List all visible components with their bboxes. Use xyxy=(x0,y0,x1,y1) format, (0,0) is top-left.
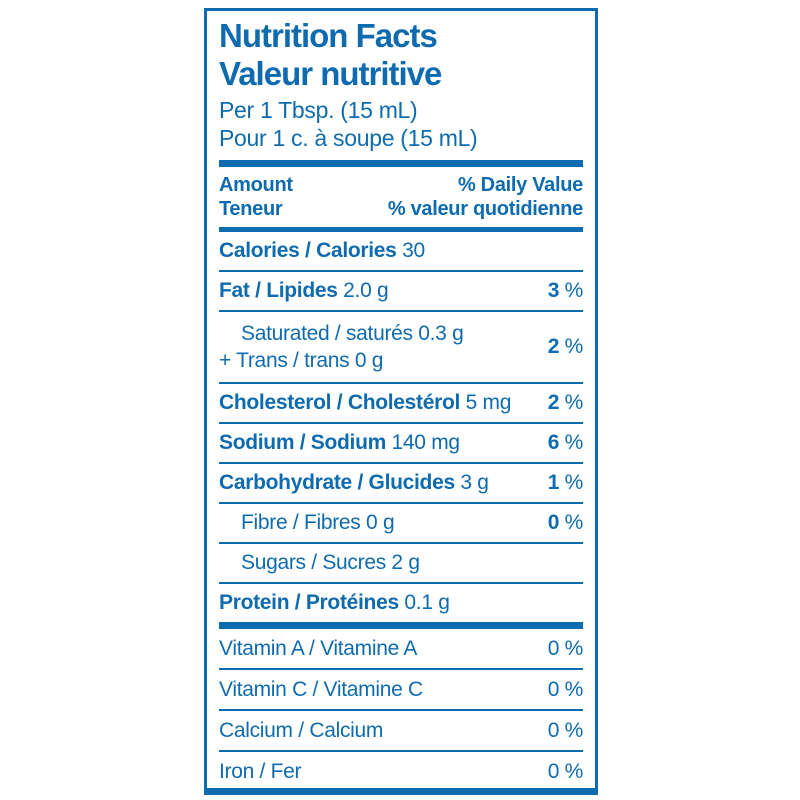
table-header: Amount Teneur % Daily Value % valeur quo… xyxy=(219,167,583,227)
protein-name: Protein / Protéines xyxy=(219,591,399,614)
vitamin-a-daily-value: 0 % xyxy=(547,636,584,660)
row-cholesterol: Cholesterol / Cholestérol 5 mg 2 % xyxy=(219,382,583,422)
calcium-daily-value: 0 % xyxy=(547,718,584,742)
separator-bar-thick-top xyxy=(219,160,583,167)
trans-line: + Trans / trans 0 g xyxy=(219,349,384,372)
title-french: Valeur nutritive xyxy=(219,55,442,92)
row-calcium: Calcium / Calcium 0 % xyxy=(219,709,583,750)
carbohydrate-label: Carbohydrate / Glucides 3 g xyxy=(219,471,489,495)
vitamin-c-daily-value: 0 % xyxy=(547,677,584,701)
fibre-daily-value: 0 % xyxy=(547,511,584,534)
vitamin-c-label: Vitamin C / Vitamine C xyxy=(219,677,423,701)
row-vitamin-a: Vitamin A / Vitamine A 0 % xyxy=(219,629,583,668)
iron-daily-value: 0 % xyxy=(547,759,584,783)
row-carbohydrate: Carbohydrate / Glucides 3 g 1 % xyxy=(219,462,583,502)
protein-value: 0.1 g xyxy=(404,591,450,614)
serving-size-french: Pour 1 c. à soupe (15 mL) xyxy=(219,125,478,151)
fat-label: Fat / Lipides 2.0 g xyxy=(219,279,389,303)
saturated-line: Saturated / saturés 0.3 g xyxy=(241,322,464,345)
cholesterol-daily-value: 2 % xyxy=(547,391,584,414)
calories-value: 30 xyxy=(402,239,425,262)
nutrition-facts-label: Nutrition Facts Valeur nutritive Per 1 T… xyxy=(204,8,598,795)
sugars-label: Sugars / Sucres 2 g xyxy=(241,551,420,574)
row-vitamin-c: Vitamin C / Vitamine C 0 % xyxy=(219,668,583,709)
cholesterol-value: 5 mg xyxy=(465,391,512,414)
amount-header: Amount Teneur xyxy=(219,173,293,221)
row-sodium: Sodium / Sodium 140 mg 6 % xyxy=(219,422,583,462)
row-fat: Fat / Lipides 2.0 g 3 % xyxy=(219,270,583,310)
nutrient-table: Calories / Calories 30 Fat / Lipides 2.0… xyxy=(219,232,583,622)
carbohydrate-value: 3 g xyxy=(460,471,489,494)
sodium-value: 140 mg xyxy=(391,431,461,454)
vitamin-a-label: Vitamin A / Vitamine A xyxy=(219,636,418,660)
saturated-trans-daily-value: 2 % xyxy=(547,335,584,358)
protein-label: Protein / Protéines 0.1 g xyxy=(219,591,450,615)
separator-bar-thick-bottom xyxy=(219,622,583,629)
daily-value-header: % Daily Value % valeur quotidienne xyxy=(388,173,583,221)
amount-header-english: Amount xyxy=(219,174,293,196)
sodium-label: Sodium / Sodium 140 mg xyxy=(219,431,460,455)
row-calories: Calories / Calories 30 xyxy=(219,232,583,270)
label-titles: Nutrition Facts Valeur nutritive xyxy=(219,17,583,93)
serving-size-english: Per 1 Tbsp. (15 mL) xyxy=(219,97,418,123)
fat-value: 2.0 g xyxy=(343,279,389,302)
daily-value-header-french: % valeur quotidienne xyxy=(387,198,583,220)
serving-size-block: Per 1 Tbsp. (15 mL) Pour 1 c. à soupe (1… xyxy=(219,96,583,152)
fat-name: Fat / Lipides xyxy=(219,279,338,302)
row-protein: Protein / Protéines 0.1 g xyxy=(219,582,583,622)
row-sugars: Sugars / Sucres 2 g xyxy=(219,542,583,582)
row-saturated-trans: Saturated / saturés 0.3 g + Trans / tran… xyxy=(219,310,583,382)
micronutrient-table: Vitamin A / Vitamine A 0 % Vitamin C / V… xyxy=(219,629,584,788)
carbohydrate-daily-value: 1 % xyxy=(547,471,584,494)
carbohydrate-name: Carbohydrate / Glucides xyxy=(219,471,455,494)
daily-value-header-english: % Daily Value xyxy=(457,174,583,196)
fibre-label: Fibre / Fibres 0 g xyxy=(241,511,395,534)
row-iron: Iron / Fer 0 % xyxy=(219,750,584,788)
separator-bar-medium xyxy=(219,227,583,232)
calcium-label: Calcium / Calcium xyxy=(219,718,384,742)
calories-name: Calories / Calories xyxy=(219,239,397,262)
title-english: Nutrition Facts xyxy=(219,17,438,54)
amount-header-french: Teneur xyxy=(219,198,283,220)
cholesterol-label: Cholesterol / Cholestérol 5 mg xyxy=(219,391,511,415)
row-fibre: Fibre / Fibres 0 g 0 % xyxy=(219,502,583,542)
fat-daily-value: 3 % xyxy=(547,279,584,302)
sodium-name: Sodium / Sodium xyxy=(219,431,386,454)
cholesterol-name: Cholesterol / Cholestérol xyxy=(219,391,461,414)
calories-label: Calories / Calories 30 xyxy=(219,239,425,263)
sodium-daily-value: 6 % xyxy=(547,431,584,454)
saturated-trans-label: Saturated / saturés 0.3 g + Trans / tran… xyxy=(219,320,464,374)
iron-label: Iron / Fer xyxy=(219,759,302,783)
